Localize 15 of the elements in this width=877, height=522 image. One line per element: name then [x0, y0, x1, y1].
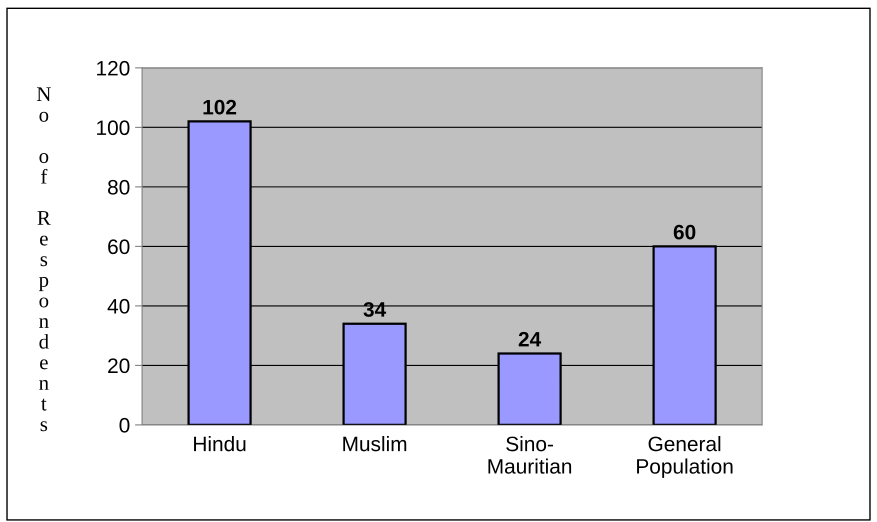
x-tick-label: Muslim [343, 436, 406, 452]
y-tick-label: 80 [108, 180, 130, 195]
y-tick-label: 0 [119, 418, 130, 433]
y-tick-label: 100 [97, 120, 130, 136]
y-tick-label: 40 [108, 298, 130, 314]
data-label: 24 [518, 332, 542, 346]
x-tick-label: Hindu [194, 436, 246, 452]
y-tick-label: 20 [108, 358, 130, 374]
data-label: 102 [204, 100, 236, 115]
x-tick-label: General Population [637, 436, 732, 478]
x-tick-label: Sino- Mauritian [488, 436, 572, 474]
y-tick-label: 120 [97, 60, 130, 76]
y-tick-label: 60 [108, 239, 130, 254]
text: No of Respondents [36, 87, 51, 432]
data-label: 60 [674, 224, 696, 240]
